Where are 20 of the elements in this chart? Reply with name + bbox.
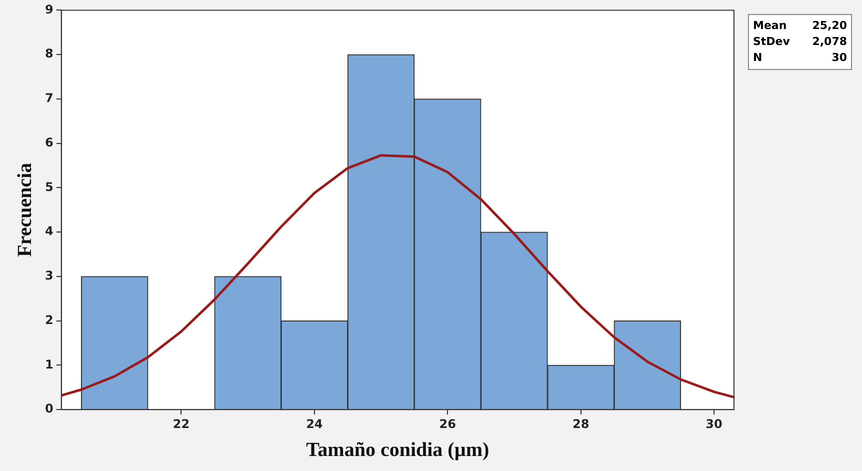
- y-tick-label: 7: [44, 91, 54, 106]
- x-tick-label: 30: [706, 416, 722, 431]
- x-tick-label: 22: [172, 416, 190, 431]
- y-tick-label: 0: [44, 402, 54, 416]
- text: StDev 2,078: [753, 35, 847, 48]
- x-tick-label: 26: [439, 416, 456, 431]
- y-tick-label: 4: [44, 224, 54, 238]
- y-tick-label: 6: [44, 135, 54, 150]
- x-tick-label: 24: [306, 416, 323, 431]
- y-tick-label: 2: [44, 312, 54, 327]
- text: N 30: [753, 51, 847, 64]
- x-axis-title: Tamaño conidia (µm): [306, 439, 490, 462]
- x-tick-label: 28: [572, 416, 590, 431]
- text: Mean 25,20: [753, 19, 847, 32]
- y-axis-title: Frecuencia: [14, 162, 36, 257]
- y-tick-label: 8: [44, 46, 54, 61]
- y-tick-label: 9: [44, 2, 54, 16]
- y-tick-label: 3: [44, 268, 54, 283]
- y-tick-label: 1: [44, 357, 54, 372]
- y-tick-label: 5: [44, 180, 54, 194]
